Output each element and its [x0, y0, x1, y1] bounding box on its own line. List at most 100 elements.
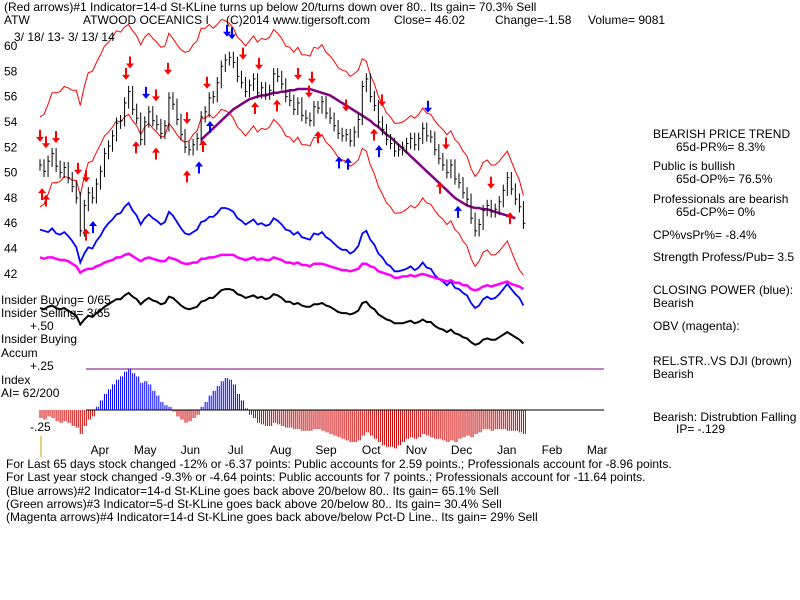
blue-down-arrow	[424, 100, 432, 113]
moving-average	[200, 87, 516, 220]
red-up-arrow	[273, 99, 281, 112]
blue-up-arrow	[454, 205, 462, 218]
xtick-label-jun: Jun	[181, 443, 200, 457]
red-down-arrow	[442, 137, 450, 150]
insider-buying-count: Insider Buying= 0/65	[1, 293, 111, 307]
ytick-label: 44	[4, 242, 18, 256]
red-down-arrow	[152, 89, 160, 102]
red-up-arrow	[42, 194, 50, 207]
xtick-label-mar: Mar	[587, 443, 608, 457]
ytick-label: 56	[4, 90, 18, 104]
xtick-label-jul: Jul	[228, 443, 243, 457]
cp-vs-pr: CP%vsPr%= -8.4%	[653, 228, 757, 242]
xtick-label-nov: Nov	[406, 443, 427, 457]
red-up-arrow	[82, 228, 90, 241]
blue-up-arrow	[206, 121, 214, 134]
cp-value: 65d-CP%= 0%	[676, 205, 756, 219]
strength-value: Strength Profess/Pub= 3.5	[653, 250, 795, 264]
ytick-label: 48	[4, 191, 18, 205]
red-down-arrow	[487, 176, 495, 189]
red-down-arrow	[239, 47, 247, 60]
red-down-arrow	[305, 85, 313, 98]
accum-index-histogram	[39, 368, 526, 449]
footer-line-1: For Last 65 days stock changed -12% or -…	[6, 457, 672, 471]
red-down-arrow	[183, 112, 191, 125]
red-down-arrow	[342, 99, 350, 112]
accum-label: Accum	[1, 346, 38, 360]
red-down-arrow	[52, 131, 60, 144]
red-up-arrow	[314, 131, 322, 144]
red-down-arrow	[164, 62, 172, 75]
ai-value: AI= 62/200	[1, 386, 60, 400]
closing-power-value: Bearish	[653, 296, 694, 310]
blue-up-arrow	[335, 156, 343, 169]
red-down-arrow	[378, 94, 386, 107]
ytick-label: 46	[4, 216, 18, 230]
red-down-arrow	[42, 136, 50, 149]
stock-name: ATWOOD OCEANICS I	[83, 13, 209, 27]
red-up-arrow	[506, 212, 514, 225]
blue-up-arrow	[344, 157, 352, 170]
red-down-arrow	[122, 67, 130, 80]
price-bars	[39, 51, 526, 237]
closing-power-label: CLOSING POWER (blue):	[653, 283, 794, 297]
level-minus25: -.25	[30, 420, 51, 434]
red-down-arrow	[36, 129, 44, 142]
ip-value: IP= -.129	[676, 422, 726, 436]
red-down-arrow	[294, 67, 302, 80]
red-up-arrow	[183, 170, 191, 183]
footer-line-5: (Magenta arrows)#4 Indicator=14-d St-KLi…	[6, 510, 538, 524]
closing-power-line	[39, 201, 525, 310]
xtick-label-may: May	[134, 443, 157, 457]
xtick-label-oct: Oct	[362, 443, 381, 457]
red-up-arrow	[370, 128, 378, 141]
relstr-line	[39, 288, 525, 346]
prof-title: Professionals are bearish	[653, 192, 789, 206]
blue-down-arrow	[142, 86, 150, 99]
blue-up-arrow	[195, 161, 203, 174]
red-down-arrow	[308, 71, 316, 84]
ticker: ATW	[4, 13, 30, 27]
red-up-arrow	[436, 181, 444, 194]
footer-line-3: (Blue arrows)#2 Indicator=14-d St-KLine …	[6, 484, 499, 498]
red-up-arrow	[132, 141, 140, 154]
month-axis-labels: Apr May Jun Jul Aug Sep Oct Nov Dec Jan Feb Mar	[91, 443, 608, 457]
xtick-label-apr: Apr	[91, 443, 110, 457]
red-down-arrow	[74, 162, 82, 175]
price-axis-labels: 60 58 56 54 52 50 48 46 44 42	[4, 39, 18, 281]
relstr-value: Bearish	[653, 367, 694, 381]
insider-selling-count: Insider Selling= 3/65	[1, 306, 111, 320]
blue-down-arrow	[228, 27, 236, 40]
red-up-arrow	[152, 147, 160, 160]
red-up-arrow	[38, 188, 46, 201]
signal-arrows	[36, 24, 514, 241]
public-title: Public is bullish	[653, 159, 736, 173]
xtick-label-sep: Sep	[315, 443, 337, 457]
xtick-label-aug: Aug	[270, 443, 291, 457]
change-value: Change=-1.58	[495, 13, 572, 27]
red-up-arrow	[199, 140, 207, 153]
copyright: (C)2014 www.tigersoft.com	[226, 13, 371, 27]
relstr-label: REL.STR..VS DJI (brown)	[653, 354, 792, 368]
ytick-label: 42	[4, 267, 18, 281]
close-value: Close= 46.02	[394, 13, 466, 27]
red-up-arrow	[251, 102, 259, 115]
indicator-lines	[39, 201, 525, 346]
blue-up-arrow	[89, 221, 97, 234]
pr-value: 65d-PR%= 8.3%	[676, 140, 766, 154]
header-line1: (Red arrows)#1 Indicator=14-d St-KLine t…	[4, 0, 537, 14]
obv-line	[39, 252, 525, 292]
red-down-arrow	[255, 57, 263, 70]
ytick-label: 58	[4, 64, 18, 78]
level-plus25: +.25	[30, 359, 54, 373]
volume-value: Volume= 9081	[588, 13, 666, 27]
blue-up-arrow	[375, 145, 383, 158]
footer-line-2: For Last year stock changed -9.3% or -4.…	[6, 470, 646, 484]
index-label: Index	[1, 373, 31, 387]
insider-buying-label: Insider Buying	[1, 332, 78, 346]
op-value: 65d-OP%= 76.5%	[676, 172, 773, 186]
ytick-label: 54	[4, 115, 18, 129]
trend-title: BEARISH PRICE TREND	[653, 127, 791, 141]
blue-down-arrow	[223, 24, 231, 37]
